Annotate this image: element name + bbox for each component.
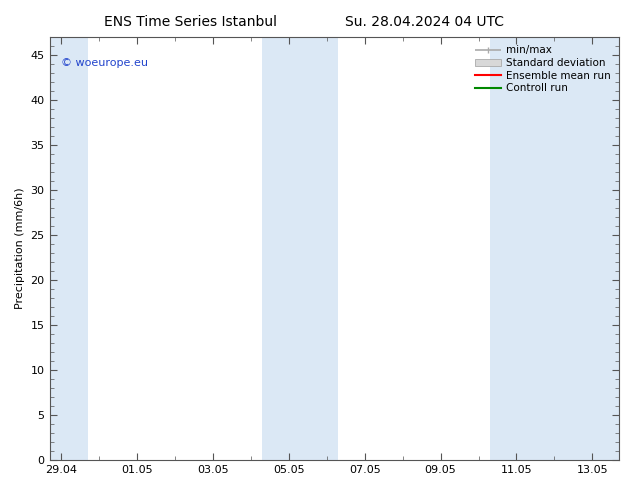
Text: ENS Time Series Istanbul: ENS Time Series Istanbul [104,15,276,29]
Text: © woeurope.eu: © woeurope.eu [61,58,148,68]
Text: Su. 28.04.2024 04 UTC: Su. 28.04.2024 04 UTC [346,15,504,29]
Legend: min/max, Standard deviation, Ensemble mean run, Controll run: min/max, Standard deviation, Ensemble me… [472,42,614,97]
Bar [262,37,338,460]
Bar [490,37,619,460]
Bar [49,37,87,460]
Y-axis label: Precipitation (mm/6h): Precipitation (mm/6h) [15,188,25,309]
